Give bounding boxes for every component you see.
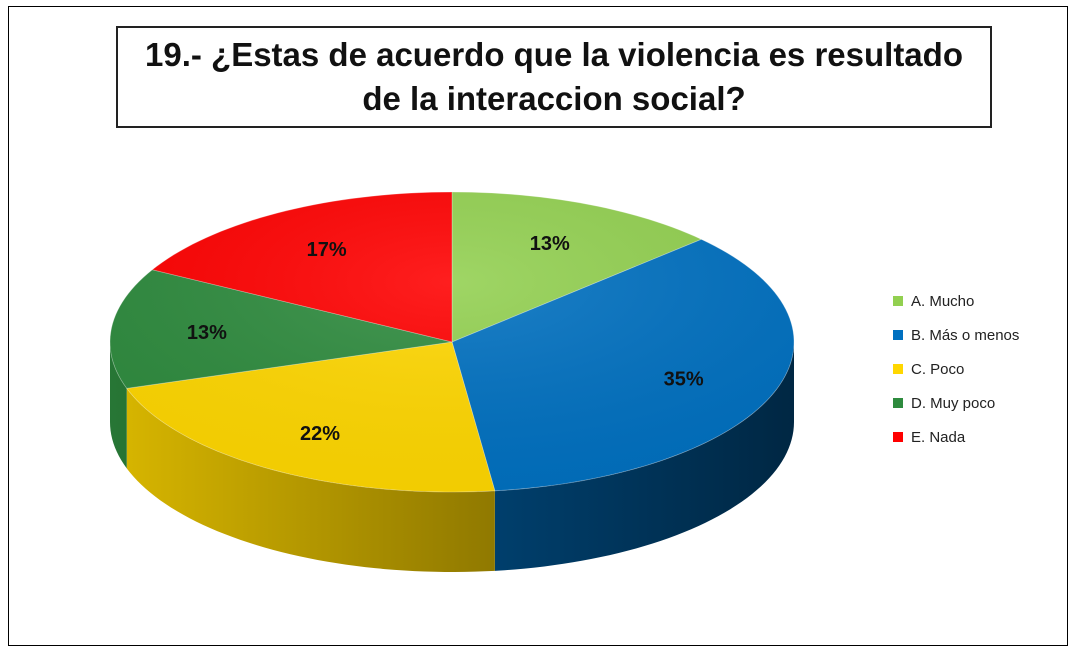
legend: A. Mucho B. Más o menos C. Poco D. Muy poco…: [893, 284, 1068, 454]
legend-swatch: [893, 364, 903, 374]
legend-swatch: [893, 398, 903, 408]
legend-item-a-mucho: A. Mucho: [893, 284, 1068, 318]
legend-swatch: [893, 296, 903, 306]
data-labels: 13% 35% 22% 13% 17%: [187, 233, 704, 445]
legend-label: E. Nada: [911, 428, 966, 446]
data-label-c-poco: 22%: [300, 423, 340, 445]
chart-title-line-1: 19.- ¿Estas de acuerdo que la violencia …: [145, 36, 963, 73]
data-label-e-nada: 17%: [307, 239, 347, 261]
chart-title-box: 19.- ¿Estas de acuerdo que la violencia …: [116, 26, 992, 128]
legend-label: B. Más o menos: [911, 326, 1020, 344]
legend-swatch: [893, 432, 903, 442]
legend-label: D. Muy poco: [911, 394, 996, 412]
legend-item-e-nada: E. Nada: [893, 420, 1068, 454]
chart-title-line-2: de la interaccion social?: [362, 80, 746, 117]
pie-side-b-m-s-o-menos: [494, 342, 794, 571]
data-label-b-m-s-o-menos: 35%: [664, 369, 704, 391]
legend-label: C. Poco: [911, 360, 965, 378]
legend-item-d-muy-poco: D. Muy poco: [893, 386, 1068, 420]
legend-swatch: [893, 330, 903, 340]
data-label-d-muy-poco: 13%: [187, 322, 227, 344]
data-label-a-mucho: 13%: [530, 233, 570, 255]
legend-item-c-poco: C. Poco: [893, 352, 1068, 386]
legend-item-b-m-s-o-menos: B. Más o menos: [893, 318, 1068, 352]
legend-label: A. Mucho: [911, 292, 975, 310]
